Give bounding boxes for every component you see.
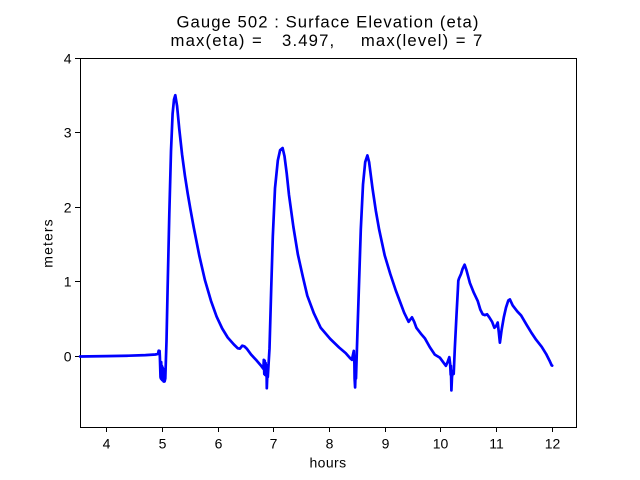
- svg-text:0: 0: [64, 348, 72, 364]
- svg-text:10: 10: [433, 436, 449, 452]
- svg-text:12: 12: [545, 436, 561, 452]
- svg-text:hours: hours: [309, 454, 346, 470]
- svg-text:1: 1: [64, 273, 72, 289]
- svg-text:4: 4: [103, 436, 111, 452]
- svg-text:max(eta) = 3.497, max(lev: max(eta) = 3.497, max(level) = 7: [171, 31, 484, 50]
- svg-text:6: 6: [215, 436, 223, 452]
- svg-text:Gauge 502 : Surface Elevation: Gauge 502 : Surface Elevation (eta): [177, 13, 480, 32]
- svg-text:8: 8: [326, 436, 334, 452]
- svg-text:7: 7: [270, 436, 278, 452]
- svg-text:2: 2: [64, 199, 72, 215]
- svg-text:4: 4: [64, 50, 72, 66]
- svg-text:9: 9: [382, 436, 390, 452]
- svg-text:5: 5: [159, 436, 167, 452]
- svg-text:11: 11: [489, 436, 504, 452]
- svg-text:meters: meters: [40, 218, 56, 267]
- svg-text:3: 3: [64, 124, 72, 140]
